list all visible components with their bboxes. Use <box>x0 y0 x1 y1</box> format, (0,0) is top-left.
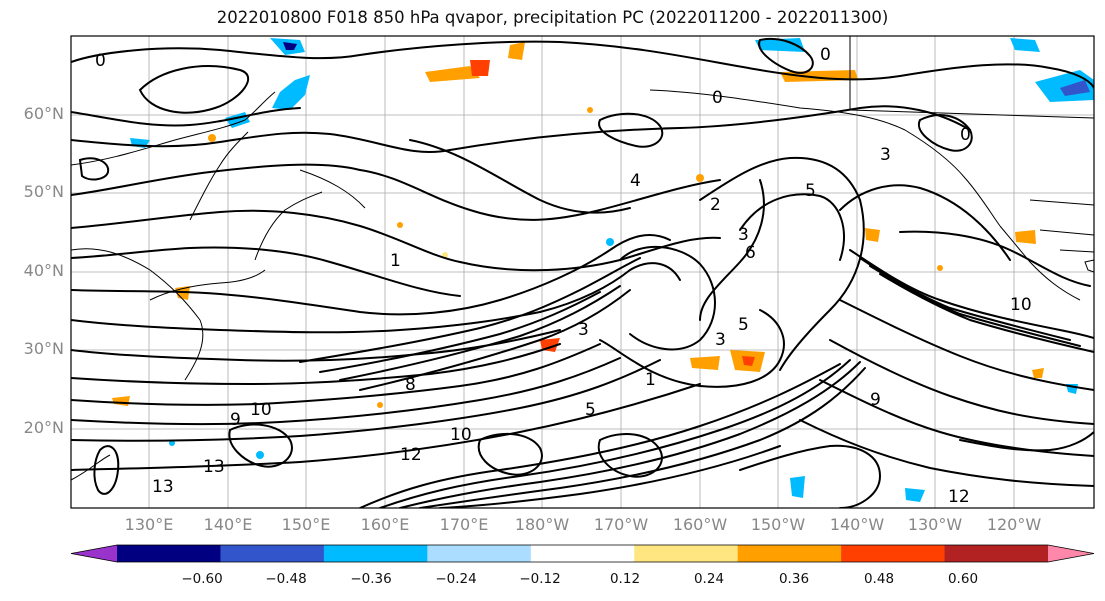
colorbar-label-pos024: 0.24 <box>693 571 725 587</box>
lon-label-140w: 140°W <box>829 515 885 534</box>
lon-label-170w: 170°W <box>593 515 649 534</box>
contour-label: 8 <box>405 375 416 395</box>
graticule <box>71 36 1094 508</box>
lon-label-160w: 160°W <box>672 515 728 534</box>
qvapor-contours <box>71 38 1094 508</box>
lat-label-20n: 20°N <box>23 418 64 437</box>
contour-label: 13 <box>203 457 225 477</box>
colorbar-label-pos012: 0.12 <box>609 571 641 587</box>
colorbar-outline <box>70 544 1095 563</box>
contour-label: 10 <box>450 425 472 445</box>
map-frame <box>70 35 1095 509</box>
lat-label-40n: 40°N <box>23 261 64 280</box>
lon-label-120w: 120°W <box>986 515 1042 534</box>
colorbar-bin <box>530 545 635 562</box>
colorbar-bin <box>944 545 1049 562</box>
contour-label: 10 <box>1010 295 1032 315</box>
lat-label-50n: 50°N <box>23 182 64 201</box>
colorbar-extend-high <box>1048 545 1094 562</box>
lon-label-140e: 140°E <box>203 515 253 534</box>
contour-label: 9 <box>230 410 241 430</box>
colorbar-bin <box>220 545 325 562</box>
contour-label: 1 <box>645 370 656 390</box>
contour-label: 2 <box>710 195 721 215</box>
colorbar-bin <box>634 545 739 562</box>
colorbar-bin <box>737 545 842 562</box>
contour-label: 3 <box>715 330 726 350</box>
contour-label: 12 <box>400 445 422 465</box>
lon-label-130e: 130°E <box>124 515 174 534</box>
contour-label: 3 <box>578 320 589 340</box>
contour-label: 5 <box>805 181 816 201</box>
lat-label-60n: 60°N <box>23 104 64 123</box>
colorbar-label-neg036: −0.36 <box>350 571 392 587</box>
contour-label: 0 <box>95 51 106 71</box>
colorbar-label-neg060: −0.60 <box>181 571 223 587</box>
colorbar-label-neg048: −0.48 <box>265 571 307 587</box>
lon-label-180w: 180°W <box>514 515 570 534</box>
precip-patches <box>112 38 1094 502</box>
colorbar-bin <box>427 545 532 562</box>
colorbar-label-pos060: 0.60 <box>947 571 979 587</box>
lon-label-160e: 160°E <box>360 515 410 534</box>
contour-label: 3 <box>880 145 891 165</box>
colorbar-bin <box>323 545 428 562</box>
contour-label: 0 <box>712 88 723 108</box>
contour-label: 0 <box>960 125 971 145</box>
contour-label: 9 <box>870 390 881 410</box>
contour-label: 12 <box>948 487 970 507</box>
contour-label: 10 <box>250 400 272 420</box>
contour-label: 0 <box>820 45 831 65</box>
contour-label: 3 <box>738 225 749 245</box>
contour-label: 1 <box>390 251 401 271</box>
colorbar-bin <box>841 545 946 562</box>
lon-label-170e: 170°E <box>439 515 489 534</box>
contour-label: 6 <box>745 243 756 263</box>
contour-label: 13 <box>152 477 174 497</box>
colorbar-label-pos048: 0.48 <box>863 571 895 587</box>
coastlines <box>71 36 1094 481</box>
contour-label: 5 <box>585 400 596 420</box>
contour-label: 5 <box>738 315 749 335</box>
colorbar-label-neg012: −0.12 <box>519 571 561 587</box>
colorbar-label-neg024: −0.24 <box>435 571 477 587</box>
lon-label-150w: 150°W <box>750 515 806 534</box>
colorbar-extend-low <box>71 545 117 562</box>
lon-label-150e: 150°E <box>281 515 331 534</box>
colorbar-bin <box>117 545 221 562</box>
colorbar-label-pos036: 0.36 <box>778 571 810 587</box>
lat-label-30n: 30°N <box>23 339 64 358</box>
map-title: 2022010800 F018 850 hPa qvapor, precipit… <box>216 8 889 27</box>
colorbar <box>70 544 1095 563</box>
contour-label: 4 <box>630 171 641 191</box>
lon-label-130w: 130°W <box>907 515 963 534</box>
